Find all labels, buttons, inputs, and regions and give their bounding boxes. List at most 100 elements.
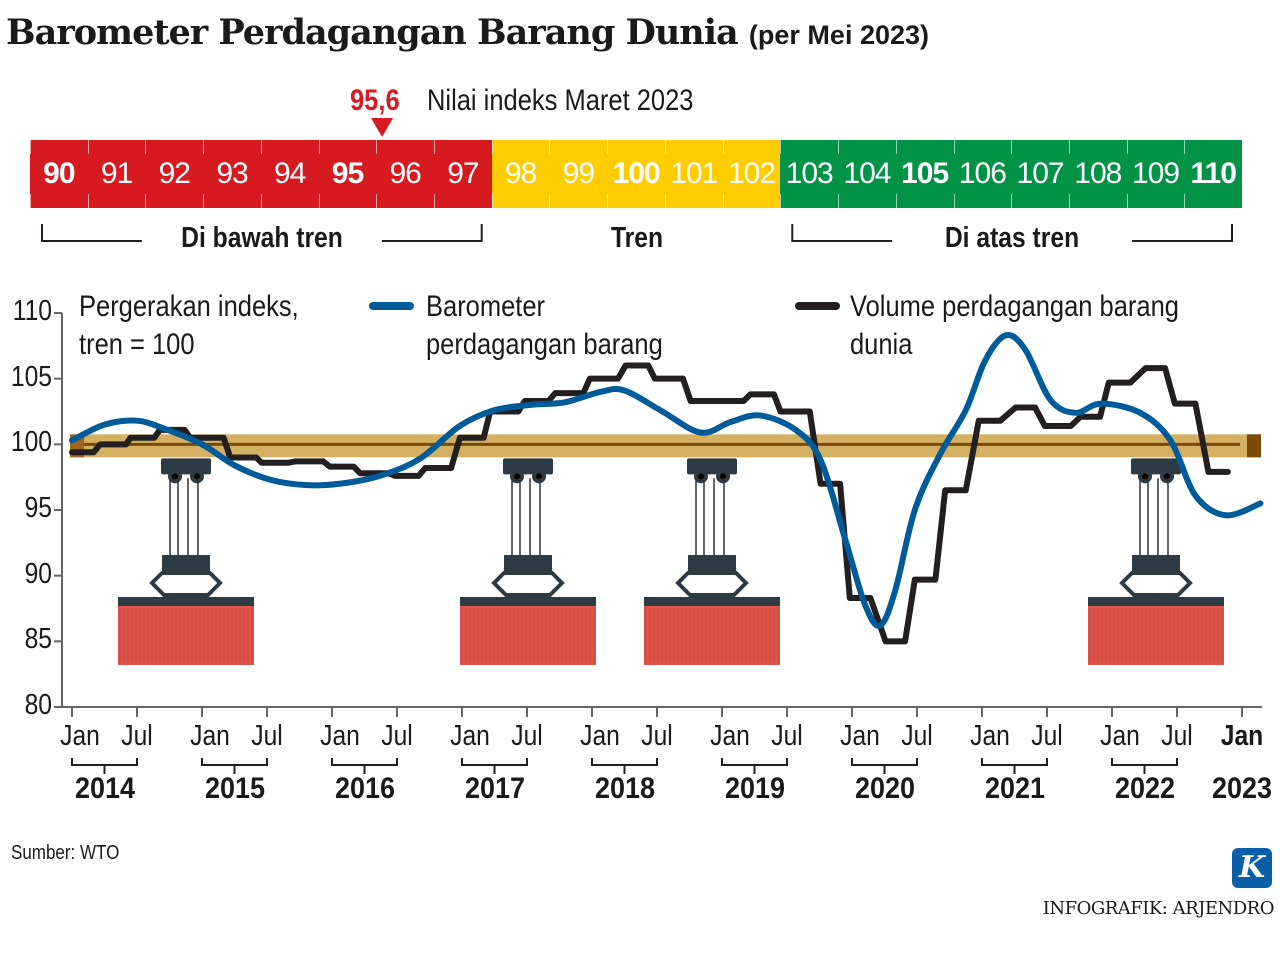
year-bracket xyxy=(981,758,1048,766)
zone-bracket xyxy=(41,224,142,242)
x-label-jan: Jan xyxy=(710,720,750,752)
trend-beam-end xyxy=(1247,434,1261,458)
index-scale-bar: 90 91 92 93 94 95 96 97 98 99 100 101 102 103 104 105 10… xyxy=(30,140,1243,208)
year-bracket xyxy=(851,758,918,766)
zone-bracket xyxy=(381,224,483,242)
x-label-jan: Jan xyxy=(1100,720,1140,752)
shipping-container xyxy=(644,606,780,665)
crane-container-icon xyxy=(644,458,780,665)
scale-cell-105: 105 xyxy=(895,140,954,208)
crane-trolley xyxy=(687,458,737,475)
year-bracket xyxy=(201,758,268,766)
title-text: Barometer Perdagangan Barang Dunia xyxy=(6,12,739,53)
x-label-year: 2022 xyxy=(1114,772,1175,805)
series-barometer-line xyxy=(69,332,1264,629)
series-volume-line xyxy=(69,362,1231,645)
x-label-jan: Jan xyxy=(450,720,490,752)
scale-cell-110: 110 xyxy=(1184,140,1243,208)
x-label-jan: Jan xyxy=(840,720,880,752)
crane-gripper xyxy=(1119,571,1193,597)
page-title: Barometer Perdagangan Barang Dunia (per … xyxy=(6,12,929,53)
crane-trolley xyxy=(161,458,211,475)
title-subtitle: (per Mei 2023) xyxy=(748,20,929,50)
zone-label-2: Di atas tren xyxy=(945,222,1080,254)
scale-cell-104: 104 xyxy=(838,140,896,208)
crane-trolley xyxy=(1131,458,1181,475)
x-label-year: 2017 xyxy=(464,772,525,805)
x-label-jul: Jul xyxy=(641,720,673,752)
crane-spreader xyxy=(1088,597,1224,607)
crane-wheel-hub xyxy=(536,473,542,480)
legend-label-barometer: Barometer perdagangan barang xyxy=(426,290,663,361)
scale-cell-97: 97 xyxy=(434,140,492,208)
scale-cell-96: 96 xyxy=(376,140,435,208)
crane-wheel-hub xyxy=(172,473,178,480)
scale-cell-109: 109 xyxy=(1126,140,1185,208)
year-bracket xyxy=(591,758,658,766)
crane-container-icon xyxy=(118,458,254,665)
crane-gripper xyxy=(149,571,223,597)
shipping-container xyxy=(1088,606,1224,665)
crane-gripper xyxy=(491,571,565,597)
zone-bracket xyxy=(1132,224,1233,242)
x-label-jan: Jan xyxy=(970,720,1010,752)
crane-wheel-hub xyxy=(1164,473,1170,480)
chart-title: Pergerakan indeks, tren = 100 xyxy=(79,288,299,364)
crane-container-icon xyxy=(1088,458,1224,665)
x-label-jul: Jul xyxy=(121,720,153,752)
zone-label-0: Di bawah tren xyxy=(181,222,343,254)
x-label-year: 2016 xyxy=(334,772,395,805)
x-label-year: 2020 xyxy=(854,772,915,805)
y-tick-label: 85 xyxy=(24,623,52,656)
marker-triangle-icon xyxy=(371,118,394,137)
x-label-jul: Jul xyxy=(381,720,413,752)
x-label-year: 2014 xyxy=(74,772,135,805)
x-label-jul: Jul xyxy=(1031,720,1063,752)
marker-text: Nilai indeks Maret 2023 xyxy=(427,84,694,117)
chart-title-line: Pergerakan indeks, xyxy=(79,290,299,323)
shipping-container xyxy=(460,606,596,665)
y-tick-label: 105 xyxy=(10,360,53,393)
source-note: Sumber: WTO xyxy=(11,842,120,864)
x-label-jul: Jul xyxy=(511,720,543,752)
x-label-year: 2015 xyxy=(204,772,265,805)
y-tick-label: 80 xyxy=(24,689,52,721)
crane-wheel-hub xyxy=(1142,473,1148,480)
crane-hook-block xyxy=(162,555,210,573)
scale-cell-103: 103 xyxy=(780,140,839,208)
scale-cell-98: 98 xyxy=(491,140,550,208)
crane-spreader xyxy=(644,597,780,607)
x-label-jan: Jan xyxy=(320,720,360,752)
scale-cell-108: 108 xyxy=(1068,140,1127,208)
legend-label-volume: Volume perdagangan barang dunia xyxy=(850,290,1179,361)
scale-cell-99: 99 xyxy=(549,140,608,208)
x-label-jul: Jul xyxy=(1161,720,1193,752)
y-tick-label: 100 xyxy=(10,426,53,459)
crane-wheel-hub xyxy=(514,473,520,480)
crane-hook-block xyxy=(688,555,736,573)
year-bracket xyxy=(331,758,398,766)
crane-hook-block xyxy=(504,555,552,573)
crane-spreader xyxy=(118,597,254,607)
year-bracket xyxy=(721,758,788,766)
y-tick-label: 95 xyxy=(24,492,52,524)
kompas-logo: K xyxy=(1232,848,1272,888)
shipping-container xyxy=(118,606,254,665)
scale-cell-100: 100 xyxy=(607,140,665,208)
x-label-final: Jan xyxy=(1220,720,1264,752)
x-label-final-year: 2023 xyxy=(1211,772,1273,805)
crane-trolley xyxy=(503,458,553,475)
x-label-jul: Jul xyxy=(771,720,803,752)
zone-bracket xyxy=(791,224,893,242)
x-label-year: 2019 xyxy=(724,772,785,805)
year-bracket xyxy=(1111,758,1178,766)
crane-spreader xyxy=(460,597,596,607)
x-label-jul: Jul xyxy=(251,720,283,752)
crane-gripper xyxy=(675,571,749,597)
x-label-year: 2018 xyxy=(594,772,655,805)
scale-cell-102: 102 xyxy=(722,140,781,208)
scale-cell-91: 91 xyxy=(87,140,146,208)
chart-title-line: tren = 100 xyxy=(79,328,195,361)
scale-cell-90: 90 xyxy=(30,140,88,208)
